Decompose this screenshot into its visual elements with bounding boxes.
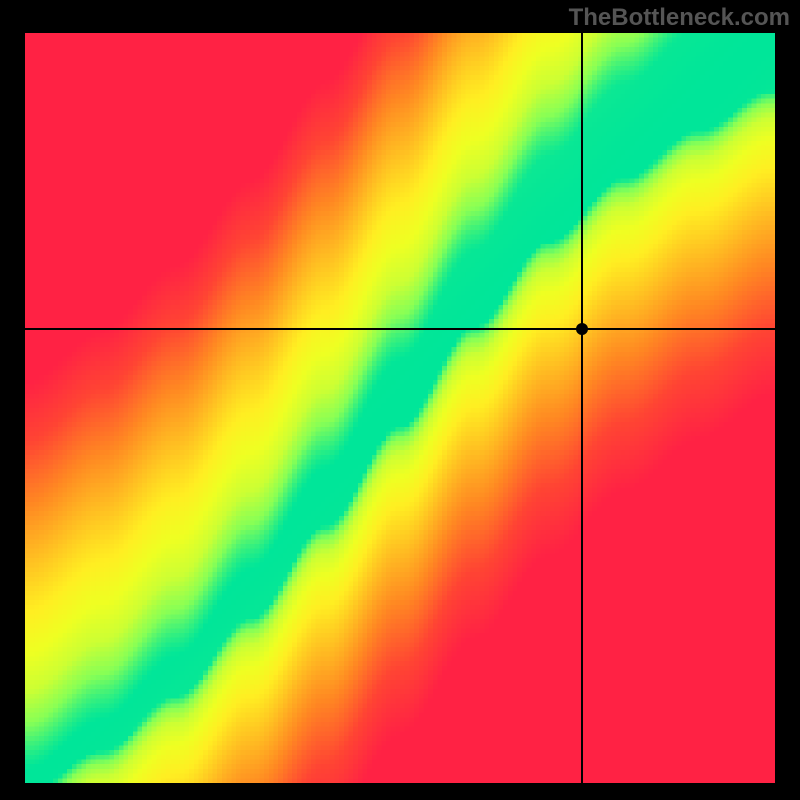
watermark-text: TheBottleneck.com — [569, 4, 790, 32]
bottleneck-heatmap — [25, 33, 775, 783]
crosshair-vertical — [581, 33, 583, 783]
crosshair-dot — [576, 323, 588, 335]
chart-container: TheBottleneck.com — [0, 0, 800, 800]
crosshair-horizontal — [25, 328, 775, 330]
